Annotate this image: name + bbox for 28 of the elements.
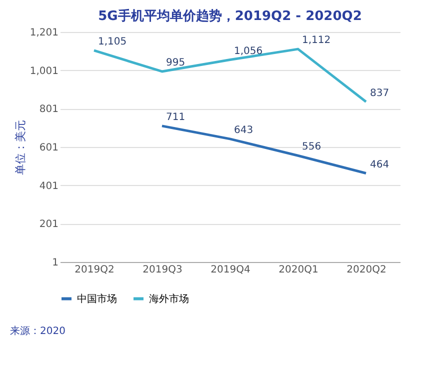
y-axis-title: 单位：美元 [14,120,27,175]
data-label: 995 [166,57,186,68]
x-tick-label: 2020Q1 [278,264,318,276]
x-tick-label: 2019Q4 [210,264,250,276]
line-series [92,48,368,104]
x-tick-label: 2019Q2 [74,264,114,276]
y-tick-label: 1,201 [30,28,58,38]
chart-title: 5G手机平均单价趋势，2019Q2 - 2020Q2 [98,8,362,24]
data-label: 1,105 [98,36,127,48]
data-label: 464 [370,159,390,170]
data-label: 1,056 [234,46,263,57]
y-tick-label: 201 [39,219,58,230]
legend-label: 海外市场 [149,292,189,305]
x-tick-label: 2019Q3 [142,264,182,276]
data-label: 556 [302,142,322,153]
data-label: 711 [166,112,186,123]
y-tick-label: 601 [39,142,58,154]
y-tick-label: 801 [39,104,58,116]
y-tick-label: 401 [39,180,58,192]
data-label: 1,112 [302,35,331,46]
data-label: 837 [370,88,390,99]
source-note: 来源：2020 [10,325,66,337]
legend-label: 中国市场 [77,292,117,305]
x-tick-label: 2020Q2 [346,264,386,276]
y-tick-label: 1 [52,258,58,268]
data-label: 643 [234,124,254,136]
line-series [160,124,368,175]
y-tick-label: 1,001 [30,66,58,77]
